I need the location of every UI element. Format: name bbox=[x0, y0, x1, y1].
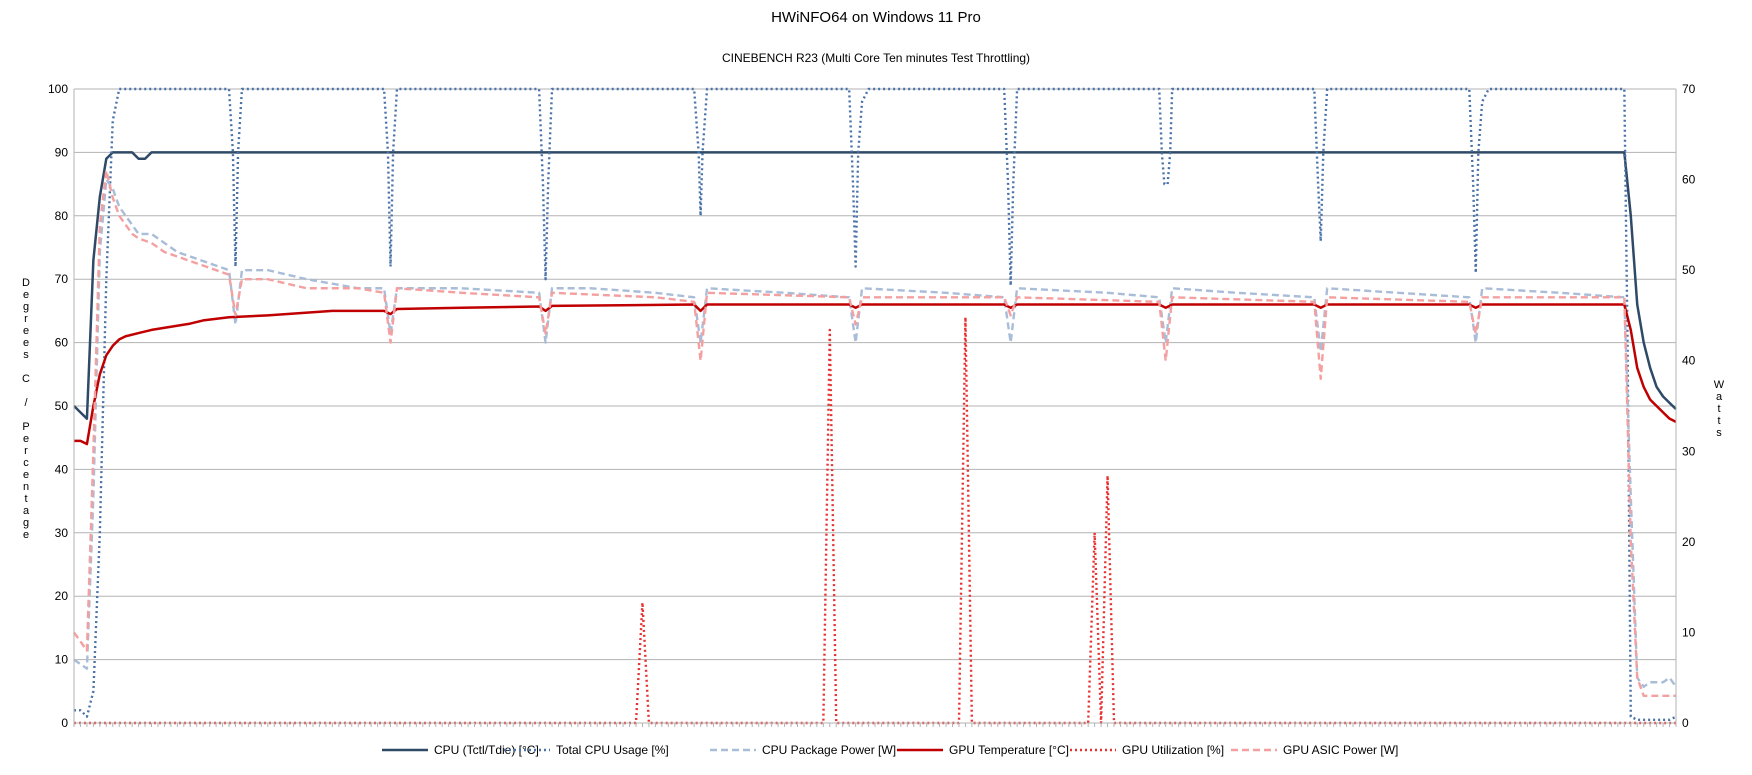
axis-label-char: D bbox=[22, 277, 30, 289]
legend: CPU (Tctl/Tdie) [°C] Total CPU Usage [%] C… bbox=[382, 743, 1398, 757]
axis-label-char: s bbox=[23, 349, 29, 361]
series-lines bbox=[73, 87, 1677, 725]
y2-tick-label: 50 bbox=[1682, 263, 1696, 277]
axis-label-char: n bbox=[23, 481, 29, 493]
y-tick-label: 70 bbox=[55, 272, 69, 286]
axis-label-char: s bbox=[1716, 427, 1722, 439]
series-line-0 bbox=[73, 151, 1677, 420]
y2-tick-label: 40 bbox=[1682, 354, 1696, 368]
y-tick-label: 80 bbox=[55, 209, 69, 223]
y-tick-label: 10 bbox=[55, 653, 69, 667]
legend-label: GPU ASIC Power [W] bbox=[1283, 743, 1398, 757]
axis-label-char: g bbox=[23, 301, 29, 313]
series-line-2 bbox=[73, 178, 1677, 688]
axis-label-char: t bbox=[1717, 403, 1720, 415]
axis-label-char: W bbox=[1714, 379, 1725, 391]
axis-label-char: e bbox=[23, 325, 29, 337]
y2-tick-label: 70 bbox=[1682, 82, 1696, 96]
legend-label: GPU Utilization [%] bbox=[1122, 743, 1224, 757]
legend-label: Total CPU Usage [%] bbox=[556, 743, 669, 757]
axis-label-char: a bbox=[1716, 391, 1723, 403]
legend-label: CPU (Tctl/Tdie) [°C] bbox=[434, 743, 539, 757]
legend-label: CPU Package Power [W] bbox=[762, 743, 896, 757]
axis-label-char: e bbox=[23, 529, 29, 541]
axis-label-char: e bbox=[23, 433, 29, 445]
axis-label-char: e bbox=[23, 337, 29, 349]
chart-subtitle: CINEBENCH R23 (Multi Core Ten minutes Te… bbox=[722, 51, 1030, 65]
chart-title: HWiNFO64 on Windows 11 Pro bbox=[771, 9, 981, 26]
axis-label-char: P bbox=[22, 421, 29, 433]
series-line-5 bbox=[73, 169, 1676, 698]
axis-label-char: e bbox=[23, 469, 29, 481]
y-tick-label: 100 bbox=[48, 82, 68, 96]
y2-tick-label: 10 bbox=[1682, 625, 1696, 639]
axis-label-char: g bbox=[23, 517, 29, 529]
axes: 0 10 20 30 40 50 60 70 80 90 100 0 10 20 30 40 50 60 70 bbox=[48, 82, 1696, 730]
series-line-3 bbox=[74, 303, 1677, 446]
y-tick-label: 90 bbox=[55, 145, 69, 159]
y-tick-label: 60 bbox=[55, 336, 69, 350]
axis-label-char: t bbox=[1717, 415, 1720, 427]
axis-label-char: t bbox=[24, 493, 27, 505]
y-tick-label: 40 bbox=[55, 462, 69, 476]
y2-tick-label: 30 bbox=[1682, 444, 1696, 458]
axis-label-char: c bbox=[23, 457, 29, 469]
y-tick-label: 50 bbox=[55, 399, 69, 413]
y-tick-label: 0 bbox=[61, 716, 68, 730]
y2-tick-label: 0 bbox=[1682, 716, 1689, 730]
y-tick-label: 30 bbox=[55, 526, 69, 540]
axis-label-char: / bbox=[24, 397, 28, 409]
axis-label-char: r bbox=[24, 313, 28, 325]
y2-tick-label: 20 bbox=[1682, 535, 1696, 549]
axis-label-char: r bbox=[24, 445, 28, 457]
y-tick-label: 20 bbox=[55, 589, 69, 603]
axis-label-char: C bbox=[22, 373, 30, 385]
legend-label: GPU Temperature [°C] bbox=[949, 743, 1069, 757]
y2-tick-label: 60 bbox=[1682, 173, 1696, 187]
axis-label-char: a bbox=[23, 505, 30, 517]
series-line-1 bbox=[74, 87, 1677, 722]
axis-label-char: e bbox=[23, 289, 29, 301]
